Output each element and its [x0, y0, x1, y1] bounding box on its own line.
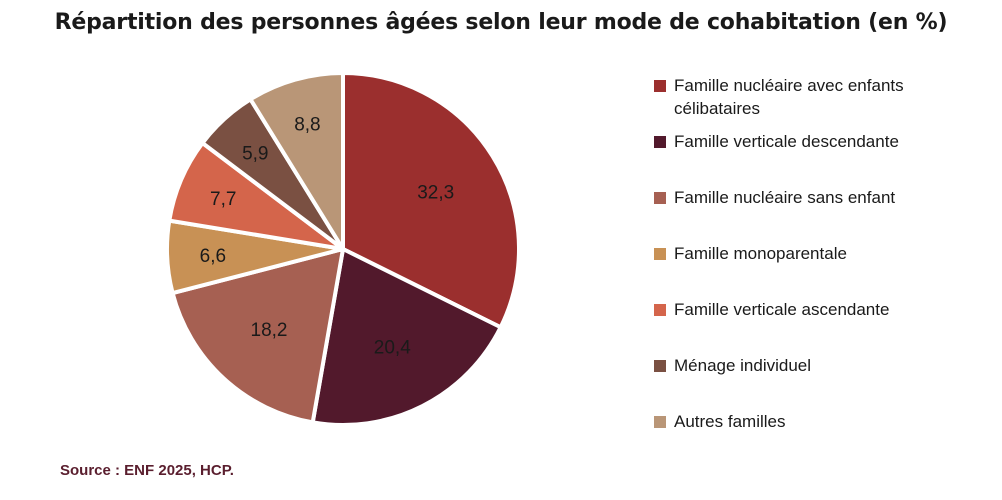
legend-swatch [654, 192, 666, 204]
pie-slice [170, 247, 345, 425]
source-note: Source : ENF 2025, HCP. [60, 462, 234, 479]
legend-label: Famille nucléaire avec enfants célibatai… [674, 76, 904, 118]
legend-label: Famille verticale descendante [674, 132, 899, 151]
legend-item: Autres familles [654, 410, 994, 433]
legend-label: Famille monoparentale [674, 244, 847, 263]
legend-swatch [654, 416, 666, 428]
legend-label: Ménage individuel [674, 356, 812, 375]
legend-label: Famille nucléaire sans enfant [674, 188, 896, 207]
legend-item: Famille nucléaire sans enfant [654, 186, 994, 209]
pie-slice [248, 71, 345, 251]
legend-item: Famille verticale ascendante [654, 298, 994, 321]
legend-swatch [654, 80, 666, 92]
pie-slice [310, 247, 503, 427]
legend-label: Famille verticale ascendante [674, 300, 890, 319]
slice-label: 8,8 [294, 115, 320, 136]
legend-swatch [654, 248, 666, 260]
slice-label: 7,7 [210, 189, 236, 210]
slice-label: 6,6 [200, 246, 226, 267]
legend-item: Famille nucléaire avec enfants célibatai… [654, 74, 994, 120]
legend-swatch [654, 136, 666, 148]
legend-item: Famille monoparentale [654, 242, 994, 265]
legend-label: Autres familles [674, 412, 786, 431]
legend-item: Ménage individuel [654, 354, 994, 377]
slice-label: 32,3 [417, 182, 454, 203]
chart-title: Répartition des personnes âgées selon le… [54, 10, 948, 35]
slice-label: 5,9 [242, 144, 268, 165]
slice-label: 18,2 [251, 320, 288, 341]
slice-label: 20,4 [374, 337, 411, 358]
legend-item: Famille verticale descendante [654, 130, 994, 153]
legend-swatch [654, 360, 666, 372]
pie-slice [341, 71, 521, 330]
legend-swatch [654, 304, 666, 316]
